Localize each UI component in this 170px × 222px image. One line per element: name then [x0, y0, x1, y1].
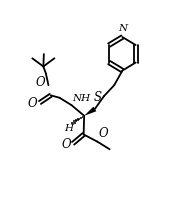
Text: O: O [98, 127, 108, 140]
Text: O: O [36, 76, 46, 89]
Text: N: N [118, 24, 127, 33]
Text: O: O [61, 138, 71, 151]
Text: NH: NH [72, 94, 90, 103]
Text: H: H [64, 124, 73, 133]
Text: O: O [28, 97, 37, 110]
Polygon shape [84, 107, 96, 116]
Text: S: S [94, 91, 102, 103]
